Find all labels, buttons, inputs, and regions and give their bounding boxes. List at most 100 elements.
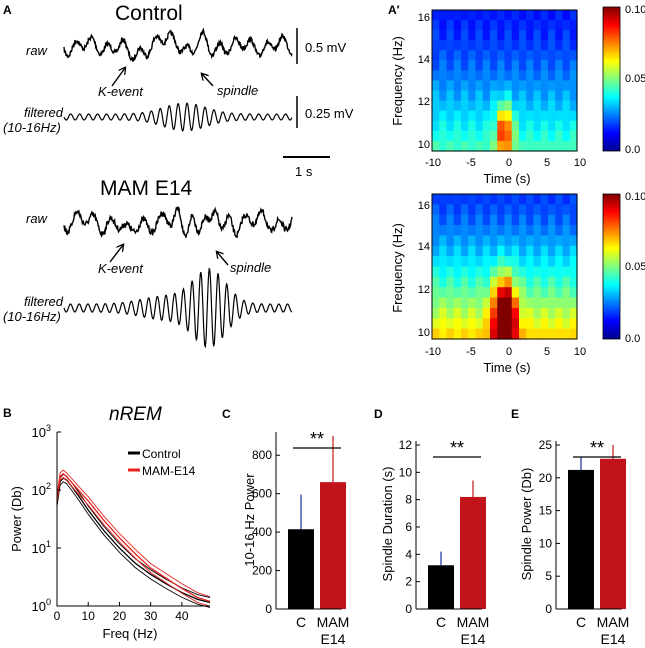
spectrogram-cell <box>533 90 542 102</box>
ytick-label: 0 <box>405 602 412 616</box>
spectrogram-cell <box>511 50 520 61</box>
k-event-arrow-icon <box>111 68 125 87</box>
spectrogram-cell <box>569 266 578 278</box>
spec-bot-xtick-0: 0 <box>506 346 512 358</box>
spectrogram-cell <box>548 140 556 152</box>
spectrogram-cell <box>475 130 484 142</box>
spectrogram-cell <box>548 30 556 41</box>
spectrogram-cell <box>504 120 513 132</box>
spectrogram-cell <box>461 214 469 226</box>
spectrogram-cell <box>533 80 542 92</box>
spectrogram-cell <box>461 130 469 142</box>
spectrogram-cell <box>490 90 498 102</box>
spectrogram-cell <box>562 256 571 268</box>
spectrogram-cell <box>461 110 469 122</box>
spectrogram-cell <box>439 194 448 205</box>
spectrogram-cell <box>446 140 455 152</box>
spectrogram-cell <box>468 20 477 31</box>
spectrogram-cell <box>482 90 491 102</box>
spectrogram-cell <box>504 140 513 152</box>
spectrogram-cell <box>555 60 564 72</box>
spectrogram-cell <box>533 140 542 152</box>
spectrogram-cell <box>482 235 491 247</box>
bar-control <box>568 469 594 609</box>
spectrogram-cell <box>490 140 498 152</box>
bar-mam <box>460 496 486 609</box>
mam-filtered-band: (10-16Hz) <box>3 309 61 324</box>
spectrogram-cell <box>548 297 556 309</box>
spectrogram-cell <box>490 318 498 330</box>
spectrogram-cell <box>519 140 527 152</box>
mam-raw-trace <box>63 206 293 239</box>
spectrogram-cell <box>569 50 578 61</box>
significance-label: ** <box>590 438 604 458</box>
spectrogram-cell <box>461 90 469 102</box>
spectrogram-cell <box>482 204 491 216</box>
spectrogram-cell <box>533 70 542 82</box>
spectrogram-cell <box>497 256 506 268</box>
spectrogram-cell <box>497 140 506 152</box>
spectrogram-cell <box>519 235 527 247</box>
spectrogram-cell <box>482 50 491 61</box>
psd-lines <box>56 469 211 608</box>
spectrogram-cell <box>519 256 527 268</box>
spectrogram-cell <box>461 10 469 21</box>
spectrogram-cell <box>533 130 542 142</box>
spectrogram-cell <box>504 30 513 41</box>
spectrogram-cell <box>526 297 535 309</box>
spectrogram-cell <box>468 287 477 299</box>
spectrogram-cell <box>461 235 469 247</box>
spectrogram-cell <box>497 120 506 132</box>
spectrogram-cell <box>490 110 498 122</box>
spectrogram-cell <box>475 276 484 288</box>
spectrogram-cell <box>519 100 527 112</box>
spectrogram-cell <box>490 130 498 142</box>
spectrogram-cell <box>504 307 513 319</box>
spectrogram-cell <box>439 235 448 247</box>
spectrogram-cell <box>511 256 520 268</box>
spectrogram-cell <box>497 110 506 122</box>
spectrogram-cell <box>432 120 440 132</box>
ytick-label: 10 <box>399 465 413 479</box>
spectrogram-cell <box>461 225 469 237</box>
spectrogram-cell <box>548 256 556 268</box>
spectrogram-cell <box>468 276 477 288</box>
spectrogram-cell <box>540 256 549 268</box>
spectrogram-cell <box>562 328 571 340</box>
spectrogram-cell <box>519 328 527 340</box>
spectrogram-cell <box>468 328 477 340</box>
spectrogram-cell <box>468 40 477 51</box>
spectrogram-cell <box>482 10 491 21</box>
spectrogram-cell <box>555 266 564 278</box>
spectrogram-cell <box>446 110 455 122</box>
spectrogram-cell <box>490 40 498 51</box>
spectrogram-cell <box>497 287 506 299</box>
spectrogram-cell <box>504 100 513 112</box>
spectrogram-cell <box>439 80 448 92</box>
spectrogram-cell <box>504 235 513 247</box>
category-label-mam: MAM <box>457 614 490 630</box>
spectrogram-cell <box>540 80 549 92</box>
panel-c-ylabel: 10-16 Hz Power <box>242 473 257 567</box>
spectrogram-cell <box>432 266 440 278</box>
spectrogram-cell <box>475 140 484 152</box>
spectrogram-cell <box>569 100 578 112</box>
spectrogram-cell <box>453 110 462 122</box>
spectrogram-cell <box>432 287 440 299</box>
spectrogram-cell <box>453 60 462 72</box>
ytick-label: 10 <box>539 536 553 550</box>
spectrogram-control-frame <box>431 9 578 152</box>
spectrogram-cell <box>504 276 513 288</box>
spectrogram-cell <box>562 120 571 132</box>
spectrogram-cell <box>519 20 527 31</box>
spectrogram-cell <box>519 10 527 21</box>
spectrogram-cell <box>439 30 448 41</box>
spectrogram-cell <box>540 10 549 21</box>
spectrogram-cell <box>461 297 469 309</box>
spectrogram-cell <box>497 90 506 102</box>
spectrogram-cell <box>569 120 578 132</box>
spectrogram-cell <box>497 266 506 278</box>
ytick-label: 6 <box>405 520 412 534</box>
spectrogram-cell <box>446 80 455 92</box>
spectrogram-cell <box>548 204 556 216</box>
